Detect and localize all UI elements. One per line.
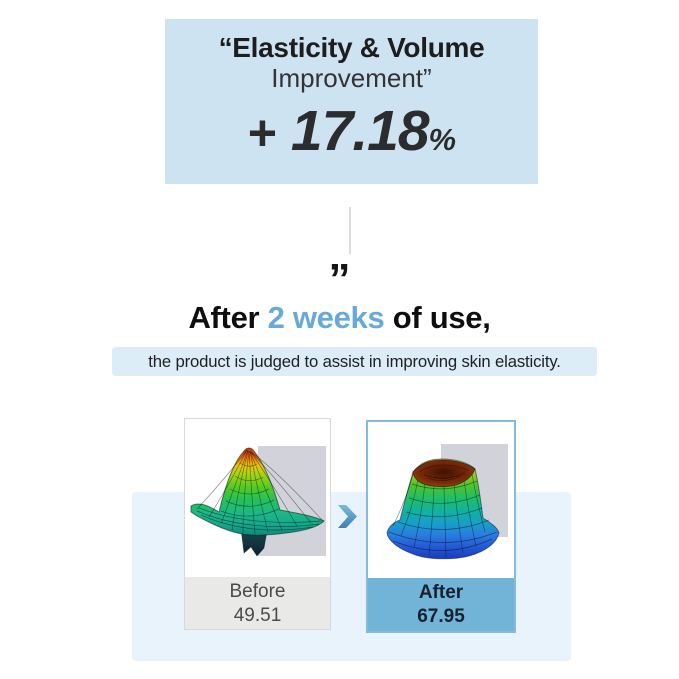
subheadline-bar: the product is judged to assist in impro… [112, 347, 597, 376]
subheadline-text: the product is judged to assist in impro… [148, 352, 561, 371]
result-title-line2: Improvement” [271, 63, 432, 93]
wall-rings [388, 480, 498, 551]
mesh-rings [196, 462, 322, 531]
headline-suffix: of use, [384, 300, 491, 335]
vertical-divider-line [349, 207, 351, 254]
headline-prefix: After [188, 300, 268, 335]
crater-rings [419, 464, 470, 481]
improvement-stat: + 17.18% [165, 98, 538, 164]
after-value: 67.95 [417, 606, 465, 627]
stat-percent-sign: % [428, 122, 457, 157]
before-surface-plot [190, 446, 326, 557]
after-surface-plot [386, 444, 508, 560]
hat-surface [190, 447, 325, 536]
headline-highlight: 2 weeks [267, 300, 385, 335]
wall-meridians [392, 473, 486, 558]
closing-quote-mark: ” [328, 255, 351, 304]
stat-value: 17.18 [276, 99, 430, 163]
before-label: Before [229, 581, 286, 602]
before-footer: Before 49.51 [185, 577, 330, 629]
before-value: 49.51 [233, 605, 282, 626]
after-card: After 67.95 [366, 420, 516, 633]
before-card: Before 49.51 [184, 418, 331, 630]
after-label: After [418, 582, 464, 603]
result-title-line1: “Elasticity & Volume [218, 32, 485, 63]
mesh-meridians [196, 449, 324, 535]
crater-wall-surface [386, 458, 500, 560]
result-quote-box: “Elasticity & Volume Improvement” + 17.1… [165, 19, 538, 184]
arrow-right-icon [338, 505, 357, 528]
after-footer: After 67.95 [368, 578, 514, 631]
stat-plus-sign: + [246, 105, 277, 161]
headline: After 2 weeks of use, [0, 300, 679, 336]
